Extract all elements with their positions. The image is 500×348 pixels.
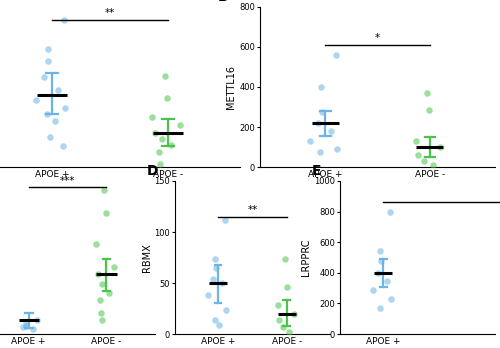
- Point: [61, 105, 69, 111]
- Text: B: B: [218, 0, 228, 4]
- Point: [94, 271, 102, 277]
- Point: [42, 111, 50, 117]
- Point: [102, 210, 110, 216]
- Point: [383, 278, 391, 284]
- Point: [316, 149, 324, 155]
- Point: [374, 270, 382, 276]
- Point: [46, 134, 54, 140]
- Point: [290, 311, 298, 316]
- Point: [274, 303, 281, 308]
- Point: [168, 142, 175, 148]
- Point: [212, 265, 220, 270]
- Point: [429, 162, 437, 167]
- Point: [54, 87, 62, 93]
- Point: [426, 107, 434, 113]
- Point: [318, 84, 326, 90]
- Point: [44, 46, 52, 52]
- Point: [44, 58, 52, 64]
- Point: [280, 324, 287, 330]
- Point: [60, 17, 68, 23]
- Point: [332, 146, 340, 152]
- Point: [211, 317, 219, 323]
- Point: [110, 264, 118, 269]
- Text: *: *: [375, 33, 380, 44]
- Text: **: **: [248, 205, 258, 215]
- Point: [161, 73, 169, 79]
- Point: [314, 120, 322, 126]
- Point: [420, 159, 428, 164]
- Point: [151, 130, 159, 136]
- Point: [327, 128, 335, 134]
- Point: [22, 323, 30, 329]
- Point: [377, 259, 385, 264]
- Point: [92, 241, 100, 246]
- Y-axis label: METTL16: METTL16: [226, 65, 236, 109]
- Point: [210, 276, 218, 282]
- Point: [40, 74, 48, 80]
- Point: [423, 90, 431, 96]
- Point: [100, 187, 108, 193]
- Point: [22, 321, 30, 326]
- Point: [376, 305, 384, 310]
- Point: [204, 293, 212, 298]
- Point: [176, 122, 184, 128]
- Point: [281, 256, 289, 261]
- Point: [98, 282, 106, 287]
- Point: [332, 52, 340, 58]
- Point: [376, 248, 384, 253]
- Point: [282, 284, 290, 290]
- Point: [306, 138, 314, 144]
- Point: [222, 307, 230, 313]
- Y-axis label: RBMX: RBMX: [142, 243, 152, 272]
- Point: [29, 326, 37, 332]
- Point: [156, 162, 164, 167]
- Y-axis label: LRPPRC: LRPPRC: [302, 239, 312, 276]
- Text: D: D: [147, 164, 158, 178]
- Point: [414, 153, 422, 158]
- Point: [275, 317, 283, 323]
- Point: [97, 310, 105, 315]
- Point: [32, 317, 40, 323]
- Text: E: E: [312, 164, 322, 178]
- Point: [412, 138, 420, 144]
- Point: [212, 256, 220, 261]
- Point: [148, 114, 156, 120]
- Point: [50, 118, 58, 124]
- Point: [105, 290, 113, 295]
- Point: [318, 109, 326, 115]
- Text: ***: ***: [60, 175, 75, 185]
- Point: [218, 280, 226, 286]
- Point: [216, 322, 224, 328]
- Point: [155, 149, 163, 155]
- Text: **: **: [105, 8, 115, 18]
- Point: [221, 217, 229, 222]
- Point: [59, 143, 67, 149]
- Point: [20, 324, 28, 330]
- Point: [32, 97, 40, 103]
- Point: [98, 317, 106, 323]
- Point: [164, 95, 172, 101]
- Point: [369, 287, 377, 293]
- Point: [158, 136, 166, 142]
- Point: [386, 209, 394, 215]
- Point: [96, 298, 104, 303]
- Point: [386, 296, 394, 302]
- Point: [436, 144, 444, 150]
- Point: [285, 329, 293, 335]
